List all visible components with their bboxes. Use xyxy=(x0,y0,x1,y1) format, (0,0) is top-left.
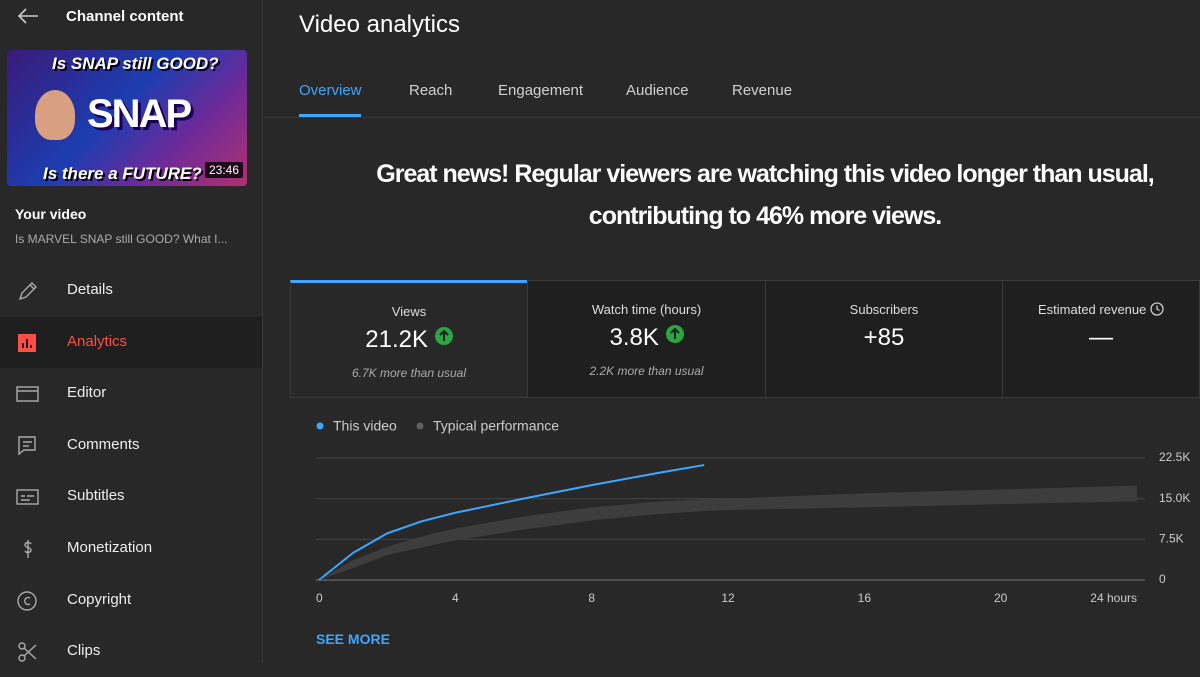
clock-icon xyxy=(1150,302,1164,316)
tab[interactable]: Overview xyxy=(299,82,362,99)
metric-card[interactable]: Watch time (hours) 3.8K 2.2K more than u… xyxy=(527,280,766,398)
metric-note: 2.2K more than usual xyxy=(589,364,704,378)
metric-label: Estimated revenue xyxy=(1003,302,1199,317)
legend-label: This video xyxy=(333,418,397,434)
menu-item[interactable]: Details xyxy=(0,265,262,316)
metric-note: 6.7K more than usual xyxy=(351,366,467,380)
menu-item[interactable]: Clips xyxy=(0,626,262,677)
y-tick-label: 15.0K xyxy=(1159,491,1190,505)
icon xyxy=(24,540,32,558)
x-tick-label: 4 xyxy=(452,591,459,605)
sidebar: Channel content Is SNAP still GOOD? SNAP… xyxy=(0,0,263,663)
tab[interactable]: Engagement xyxy=(498,82,584,99)
band-area xyxy=(319,485,1137,580)
menu-label: Analytics xyxy=(67,333,128,350)
your-video-label: Your video xyxy=(15,206,87,222)
menu-label: Comments xyxy=(67,436,140,453)
metric-card[interactable]: Estimated revenue — xyxy=(1002,280,1200,398)
x-tick-label: 24 hours xyxy=(1090,591,1137,605)
icon xyxy=(17,591,37,611)
menu-item[interactable]: Analytics xyxy=(0,317,262,368)
x-tick-label: 8 xyxy=(588,591,595,605)
back-arrow[interactable] xyxy=(16,6,40,26)
metric-label: Watch time (hours) xyxy=(591,302,702,317)
metric-value-text: 3.8K xyxy=(609,324,659,351)
divider xyxy=(264,117,1200,118)
metric-value: +85 xyxy=(863,324,905,351)
page: {"sidebar": {"title": "Channel content",… xyxy=(0,0,1200,663)
menu-item[interactable]: Monetization xyxy=(0,523,262,574)
menu-item[interactable]: Copyright xyxy=(0,575,262,626)
metric-label: Views xyxy=(391,304,427,319)
metric-label-text: Estimated revenue xyxy=(1037,302,1147,317)
y-tick-label: 7.5K xyxy=(1159,532,1184,546)
headline: Great news! Regular viewers are watching… xyxy=(376,160,1154,230)
series-line xyxy=(318,464,705,581)
icon xyxy=(16,386,39,402)
up-icon xyxy=(665,325,684,343)
metric-value: 3.8K xyxy=(528,324,765,352)
legend-marker xyxy=(416,422,424,430)
duration: 23:46 xyxy=(204,162,243,178)
thumbnail-text: Is there a FUTURE? xyxy=(43,164,202,183)
metric-card[interactable]: Subscribers +85 xyxy=(765,280,1003,398)
x-tick-label: 20 xyxy=(994,591,1008,605)
menu-label: Clips xyxy=(67,642,101,659)
tab-indicator xyxy=(299,114,361,117)
video-title: Is MARVEL SNAP still GOOD? What I... xyxy=(15,232,228,246)
tab[interactable]: Reach xyxy=(409,82,453,99)
x-tick-label: 16 xyxy=(858,591,872,605)
menu-label: Subtitles xyxy=(67,487,125,504)
tab[interactable]: Revenue xyxy=(732,82,793,99)
thumbnail-person xyxy=(35,90,75,140)
legend-label: Typical performance xyxy=(433,418,559,434)
y-tick-label: 22.5K xyxy=(1159,450,1190,464)
menu-item[interactable]: Editor xyxy=(0,368,262,419)
metric-card[interactable]: Views 21.2K 6.7K more than usual xyxy=(290,280,528,398)
metric-label: Subscribers xyxy=(849,302,919,317)
menu-label: Monetization xyxy=(67,539,153,556)
icon xyxy=(18,642,37,662)
thumbnail-logo: SNAP xyxy=(87,92,192,136)
sidebar-title: Channel content xyxy=(66,8,184,25)
y-tick-label: 0 xyxy=(1159,572,1166,586)
icon xyxy=(18,334,36,352)
x-tick-label: 12 xyxy=(721,591,735,605)
icon xyxy=(18,282,37,301)
legend-marker xyxy=(316,422,324,430)
thumbnail-text: Is SNAP still GOOD? xyxy=(52,54,219,73)
see-more[interactable]: SEE MORE xyxy=(316,631,390,647)
x-tick-label: 0 xyxy=(316,591,323,605)
menu-label: Details xyxy=(67,281,113,298)
tab[interactable]: Audience xyxy=(626,82,689,99)
chart: This video Typical performance 0 7.5K 15.0K 2… xyxy=(316,418,1190,605)
menu-item[interactable]: Comments xyxy=(0,420,262,471)
icon xyxy=(18,436,36,456)
menu-item[interactable]: Subtitles xyxy=(0,471,262,522)
menu-label: Copyright xyxy=(67,591,132,608)
menu-label: Editor xyxy=(67,384,107,401)
icon xyxy=(16,489,39,505)
thumbnail[interactable]: Is SNAP still GOOD? SNAP Is there a FUTU… xyxy=(7,50,247,186)
metric-value-text: 21.2K xyxy=(365,326,429,353)
up-icon xyxy=(434,327,453,345)
metric-value: — xyxy=(1089,324,1113,351)
metric-value: 21.2K xyxy=(291,326,527,354)
page-title: Video analytics xyxy=(299,11,460,38)
